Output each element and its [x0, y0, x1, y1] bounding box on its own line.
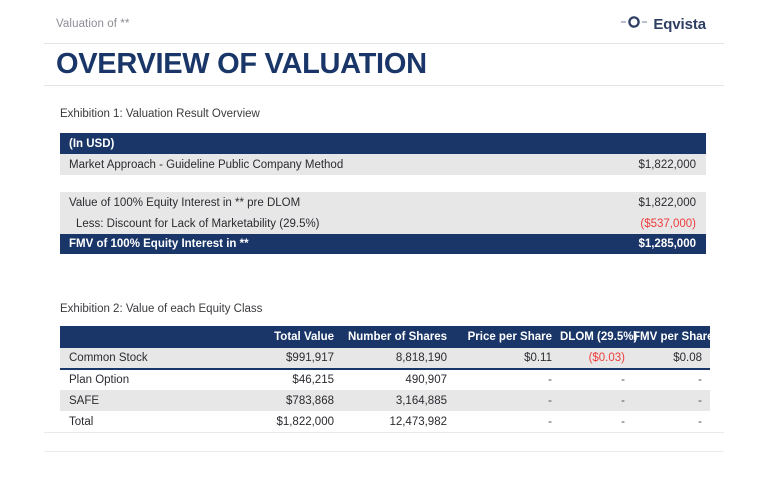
table-row: Total $1,822,000 12,473,982 - - - [60, 411, 710, 432]
title-rule-top [44, 43, 724, 44]
exhibit2-cell-fmv-per-share: - [698, 374, 702, 386]
exhibit2-col-header-fmv-per-share: FMV per Share [633, 331, 714, 343]
exhibit2-cell-class: Common Stock [60, 348, 235, 370]
exhibit1-table: (In USD) Market Approach - Guideline Pub… [60, 133, 706, 254]
exhibit2-cell-dlom: - [621, 415, 625, 428]
exhibit1-row-label: Less: Discount for Lack of Marketability… [76, 217, 320, 230]
exhibit2-col-header-dlom: DLOM (29.5%) [560, 331, 638, 343]
exhibit2-cell-fmv-per-share: - [698, 415, 702, 428]
table-bottom-rule [44, 432, 724, 433]
table-row: Value of 100% Equity Interest in ** pre … [60, 192, 706, 213]
exhibit2-table: Total Value Number of Shares Price per S… [60, 326, 714, 432]
exhibit2-cell-class: SAFE [69, 394, 100, 407]
document-subtitle: Valuation of ** [56, 18, 130, 30]
table-row: Plan Option $46,215 490,907 - - - [60, 369, 710, 390]
table-row: Market Approach - Guideline Public Compa… [60, 154, 706, 175]
exhibit2-cell-dlom: - [621, 374, 625, 386]
page-title: OVERVIEW OF VALUATION [56, 48, 427, 80]
exhibit2-cell-total-value: $1,822,000 [276, 415, 334, 428]
brand-logo: Eqvista [621, 15, 706, 34]
exhibit1-row-label: Value of 100% Equity Interest in ** pre … [69, 196, 301, 209]
exhibit2-cell-total-value: $991,917 [235, 348, 342, 370]
exhibit1-header-row: (In USD) [60, 133, 706, 154]
exhibit2-col-header-class [60, 326, 235, 348]
exhibit2-cell-number-of-shares: 490,907 [405, 374, 447, 386]
exhibit2-cell-class: Plan Option [69, 374, 130, 386]
document-header: Valuation of ** Eqvista [0, 0, 768, 44]
exhibit1-row-label: Market Approach - Guideline Public Compa… [69, 158, 344, 171]
table-row: Common Stock $991,917 8,818,190 $0.11 ($… [60, 348, 710, 370]
exhibit1-row-value: $1,822,000 [638, 196, 696, 209]
exhibit1-spacer-row [60, 175, 706, 192]
table-row: SAFE $783,868 3,164,885 - - - [60, 390, 710, 411]
exhibit2-cell-dlom: - [621, 394, 625, 407]
exhibit2-cell-price-per-share: $0.11 [455, 348, 560, 370]
exhibit1-spacer-cell-left [60, 175, 383, 192]
exhibit2-col-header-number-of-shares: Number of Shares [347, 331, 447, 343]
exhibit2-cell-number-of-shares: 3,164,885 [395, 394, 447, 407]
exhibit2-cell-number-of-shares: 12,473,982 [389, 415, 447, 428]
exhibit2-caption: Exhibition 2: Value of each Equity Class [60, 303, 263, 315]
exhibit1-total-row: FMV of 100% Equity Interest in ** $1,285… [60, 234, 706, 254]
exhibit1-header-spacer [383, 133, 706, 154]
exhibit1-total-label: FMV of 100% Equity Interest in ** [69, 238, 249, 250]
brand-name: Eqvista [653, 16, 706, 33]
page-footer-rule [44, 451, 724, 452]
exhibit1-caption: Exhibition 1: Valuation Result Overview [60, 108, 260, 120]
exhibit2-cell-fmv-per-share: $0.08 [633, 348, 710, 370]
exhibit2-header-row: Total Value Number of Shares Price per S… [60, 326, 714, 348]
exhibit2-cell-price-per-share: - [548, 415, 552, 428]
title-rule-bottom [44, 85, 724, 86]
exhibit1-row-value: $1,822,000 [638, 158, 696, 171]
exhibit2-col-header-price-per-share: Price per Share [467, 331, 552, 343]
exhibit2-cell-price-per-share: - [548, 374, 552, 386]
exhibit2-cell-dlom: ($0.03) [560, 348, 633, 370]
exhibit2-cell-number-of-shares: 8,818,190 [342, 348, 455, 370]
ring-dash-logo-icon [621, 15, 648, 34]
exhibit1-total-value: $1,285,000 [638, 238, 696, 250]
exhibit2-cell-class: Total [69, 415, 94, 428]
table-row: Less: Discount for Lack of Marketability… [60, 213, 706, 234]
exhibit2-cell-total-value: $46,215 [292, 374, 334, 386]
exhibit2-cell-fmv-per-share: - [698, 394, 702, 407]
exhibit1-header-label: (In USD) [69, 137, 115, 150]
exhibit2-col-header-total-value: Total Value [274, 331, 334, 343]
exhibit1-spacer-cell-right [383, 175, 706, 192]
exhibit1-row-value: ($537,000) [640, 217, 696, 230]
exhibit2-cell-price-per-share: - [548, 394, 552, 407]
exhibit2-cell-total-value: $783,868 [286, 394, 334, 407]
